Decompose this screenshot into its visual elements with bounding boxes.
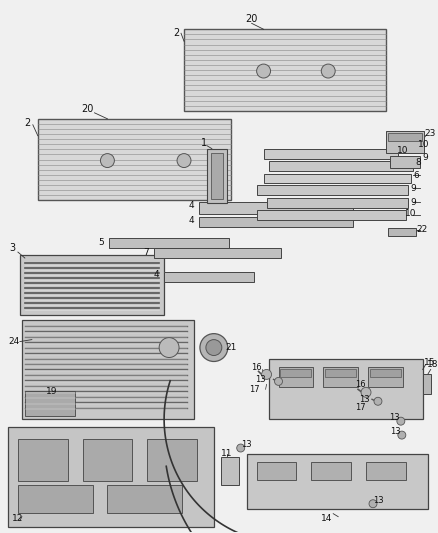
Text: 4: 4 — [188, 201, 194, 210]
Text: 4: 4 — [153, 270, 159, 279]
Circle shape — [206, 340, 222, 356]
Text: 22: 22 — [416, 225, 427, 233]
Polygon shape — [247, 454, 427, 508]
Bar — [391, 143, 419, 152]
Bar — [388, 133, 422, 141]
Bar — [221, 457, 239, 485]
Circle shape — [397, 417, 405, 425]
Bar — [323, 367, 358, 387]
Bar — [368, 367, 403, 387]
Bar — [311, 462, 351, 480]
Polygon shape — [22, 320, 194, 419]
Bar — [423, 374, 431, 394]
Text: 14: 14 — [321, 514, 332, 523]
Circle shape — [159, 337, 179, 358]
Text: 1: 1 — [201, 138, 207, 148]
Bar — [267, 198, 408, 208]
Text: 24: 24 — [8, 337, 20, 346]
Text: 13: 13 — [389, 413, 400, 422]
Bar — [370, 369, 401, 377]
Text: 8: 8 — [415, 158, 420, 167]
Circle shape — [237, 444, 245, 452]
Text: 4: 4 — [188, 216, 194, 225]
Bar — [199, 203, 353, 214]
Text: 16: 16 — [251, 363, 262, 372]
Text: 18: 18 — [427, 360, 438, 369]
Bar — [110, 238, 229, 248]
Circle shape — [177, 154, 191, 167]
Text: 13: 13 — [359, 395, 369, 404]
Bar — [264, 174, 411, 183]
Text: 20: 20 — [81, 104, 94, 114]
Bar — [264, 149, 398, 159]
Bar — [257, 462, 297, 480]
Bar — [257, 185, 408, 196]
Text: 13: 13 — [241, 440, 252, 449]
Polygon shape — [268, 359, 423, 419]
Text: 21: 21 — [225, 343, 237, 352]
Polygon shape — [8, 427, 214, 527]
Bar — [257, 211, 406, 220]
Text: 20: 20 — [245, 14, 258, 25]
Bar — [154, 248, 282, 258]
Text: 13: 13 — [373, 496, 383, 505]
Bar — [18, 439, 67, 481]
Polygon shape — [38, 119, 231, 200]
Text: 13: 13 — [255, 375, 266, 384]
Bar — [390, 156, 420, 167]
Bar — [386, 131, 424, 152]
Bar — [366, 462, 406, 480]
Text: 10: 10 — [418, 140, 430, 149]
Bar — [82, 439, 132, 481]
Polygon shape — [20, 255, 164, 315]
Text: 23: 23 — [424, 129, 435, 138]
Bar — [207, 149, 227, 204]
Text: 10: 10 — [397, 146, 409, 155]
Bar — [325, 369, 356, 377]
Circle shape — [369, 500, 377, 508]
Bar — [268, 160, 413, 171]
Circle shape — [398, 431, 406, 439]
Bar — [280, 369, 311, 377]
Text: 3: 3 — [9, 243, 15, 253]
Circle shape — [261, 369, 272, 379]
Text: 19: 19 — [46, 387, 57, 396]
Text: 5: 5 — [99, 238, 104, 247]
Text: 9: 9 — [410, 198, 416, 207]
Bar — [147, 439, 197, 481]
Text: 15: 15 — [424, 358, 435, 367]
Bar — [211, 152, 223, 199]
Text: 12: 12 — [12, 514, 24, 523]
Text: 16: 16 — [355, 380, 365, 389]
Bar — [18, 485, 92, 513]
Bar — [107, 485, 182, 513]
Text: 6: 6 — [413, 171, 419, 180]
Text: 17: 17 — [355, 403, 365, 411]
Text: 13: 13 — [391, 426, 401, 435]
Circle shape — [200, 334, 228, 361]
Text: 2: 2 — [25, 118, 31, 128]
Bar — [388, 228, 416, 236]
Bar — [25, 391, 74, 416]
Text: 9: 9 — [423, 153, 429, 162]
Bar — [279, 367, 313, 387]
Text: 17: 17 — [249, 385, 260, 394]
Circle shape — [257, 64, 271, 78]
Text: 7: 7 — [143, 247, 149, 256]
Circle shape — [100, 154, 114, 167]
Bar — [164, 272, 254, 282]
Polygon shape — [184, 29, 386, 111]
Text: 11: 11 — [221, 449, 233, 458]
Text: 9: 9 — [410, 184, 416, 193]
Text: 10: 10 — [405, 209, 417, 218]
Circle shape — [321, 64, 335, 78]
Bar — [199, 217, 353, 227]
Circle shape — [275, 377, 283, 385]
Text: 2: 2 — [173, 28, 179, 38]
Circle shape — [374, 397, 382, 405]
Circle shape — [361, 387, 371, 397]
